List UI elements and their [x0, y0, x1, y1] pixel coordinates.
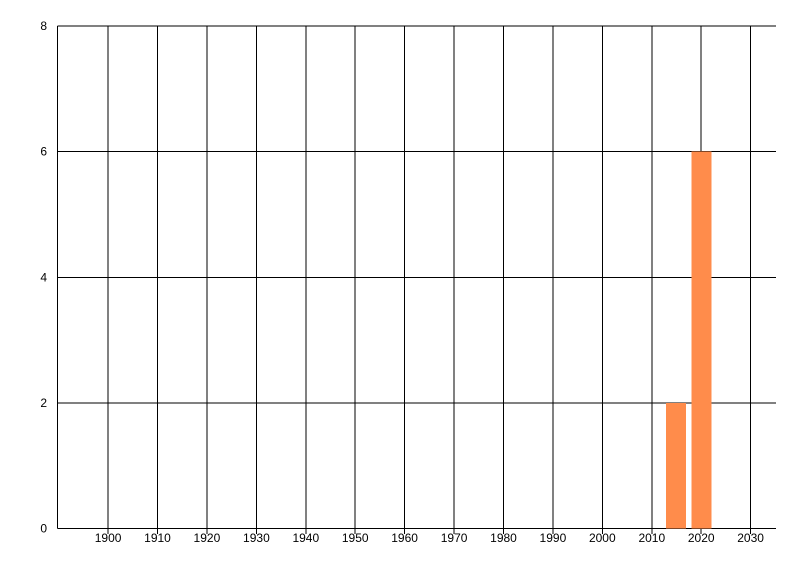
svg-text:2020: 2020 — [688, 531, 715, 545]
svg-text:1950: 1950 — [342, 531, 369, 545]
svg-text:2010: 2010 — [638, 531, 665, 545]
svg-text:6: 6 — [40, 145, 47, 159]
svg-text:1940: 1940 — [292, 531, 319, 545]
svg-text:1920: 1920 — [194, 531, 221, 545]
svg-text:0: 0 — [40, 522, 47, 536]
svg-text:1970: 1970 — [441, 531, 468, 545]
svg-text:2000: 2000 — [589, 531, 616, 545]
svg-text:1990: 1990 — [540, 531, 567, 545]
svg-text:2: 2 — [40, 396, 47, 410]
svg-text:1930: 1930 — [243, 531, 270, 545]
svg-text:1980: 1980 — [490, 531, 517, 545]
svg-text:1900: 1900 — [95, 531, 122, 545]
svg-text:2030: 2030 — [737, 531, 764, 545]
svg-text:1960: 1960 — [391, 531, 418, 545]
svg-text:4: 4 — [40, 270, 47, 284]
svg-text:8: 8 — [40, 19, 47, 33]
svg-text:1910: 1910 — [144, 531, 171, 545]
